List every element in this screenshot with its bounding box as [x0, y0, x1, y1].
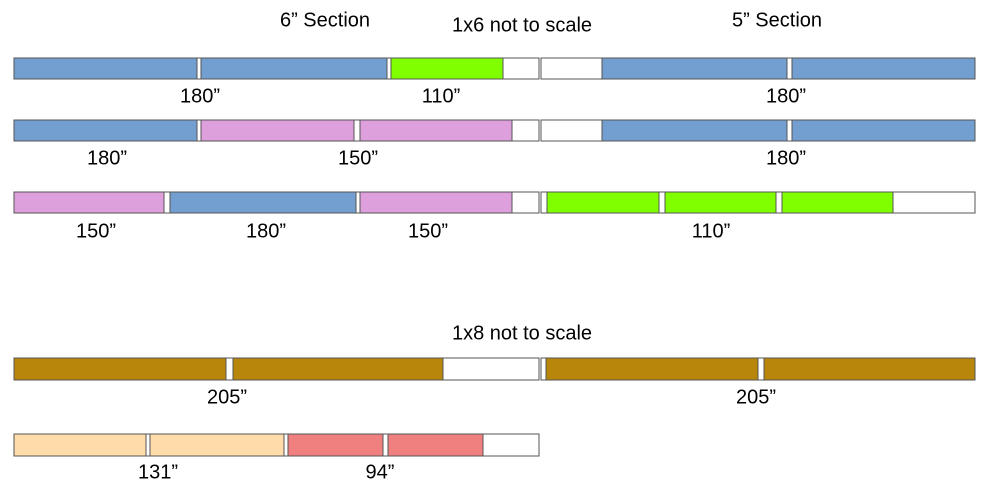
heading: 1x6 not to scale: [452, 14, 592, 36]
board-piece: [13, 191, 165, 214]
board-piece: [13, 119, 198, 142]
length-label: 110”: [422, 85, 461, 107]
boards: [13, 57, 976, 457]
length-label: 94”: [366, 461, 395, 483]
board-piece: [232, 357, 444, 381]
length-label: 180”: [766, 85, 806, 107]
heading: 1x8 not to scale: [452, 322, 592, 344]
board-piece: [359, 191, 513, 214]
board-piece: [200, 119, 355, 142]
board-piece: [149, 433, 285, 457]
length-label: 180”: [766, 147, 806, 169]
length-label: 205”: [207, 386, 247, 408]
length-label: 150”: [76, 220, 116, 242]
length-label: 150”: [338, 147, 378, 169]
length-label: 180”: [87, 147, 127, 169]
board-piece: [13, 357, 227, 381]
board-piece: [781, 191, 894, 214]
board-piece: [287, 433, 384, 457]
board-piece: [791, 119, 976, 142]
length-label: 180”: [246, 220, 286, 242]
board-piece: [359, 119, 513, 142]
length-label: 150”: [408, 220, 448, 242]
board-piece: [601, 119, 788, 142]
board-piece: [13, 57, 198, 80]
length-label: 205”: [736, 386, 776, 408]
heading: 6” Section: [280, 9, 370, 31]
length-label: 110”: [692, 220, 731, 242]
board-piece: [200, 57, 388, 80]
board-piece: [13, 433, 147, 457]
board-piece: [664, 191, 777, 214]
board-piece: [601, 57, 788, 80]
board-piece: [546, 191, 660, 214]
board-piece: [169, 191, 357, 214]
board-piece: [390, 57, 504, 80]
board-piece: [763, 357, 976, 381]
board-piece: [791, 57, 976, 80]
board-piece: [545, 357, 759, 381]
board-piece: [387, 433, 484, 457]
heading: 5” Section: [732, 9, 822, 31]
length-label: 131”: [138, 461, 178, 483]
length-label: 180”: [180, 85, 220, 107]
